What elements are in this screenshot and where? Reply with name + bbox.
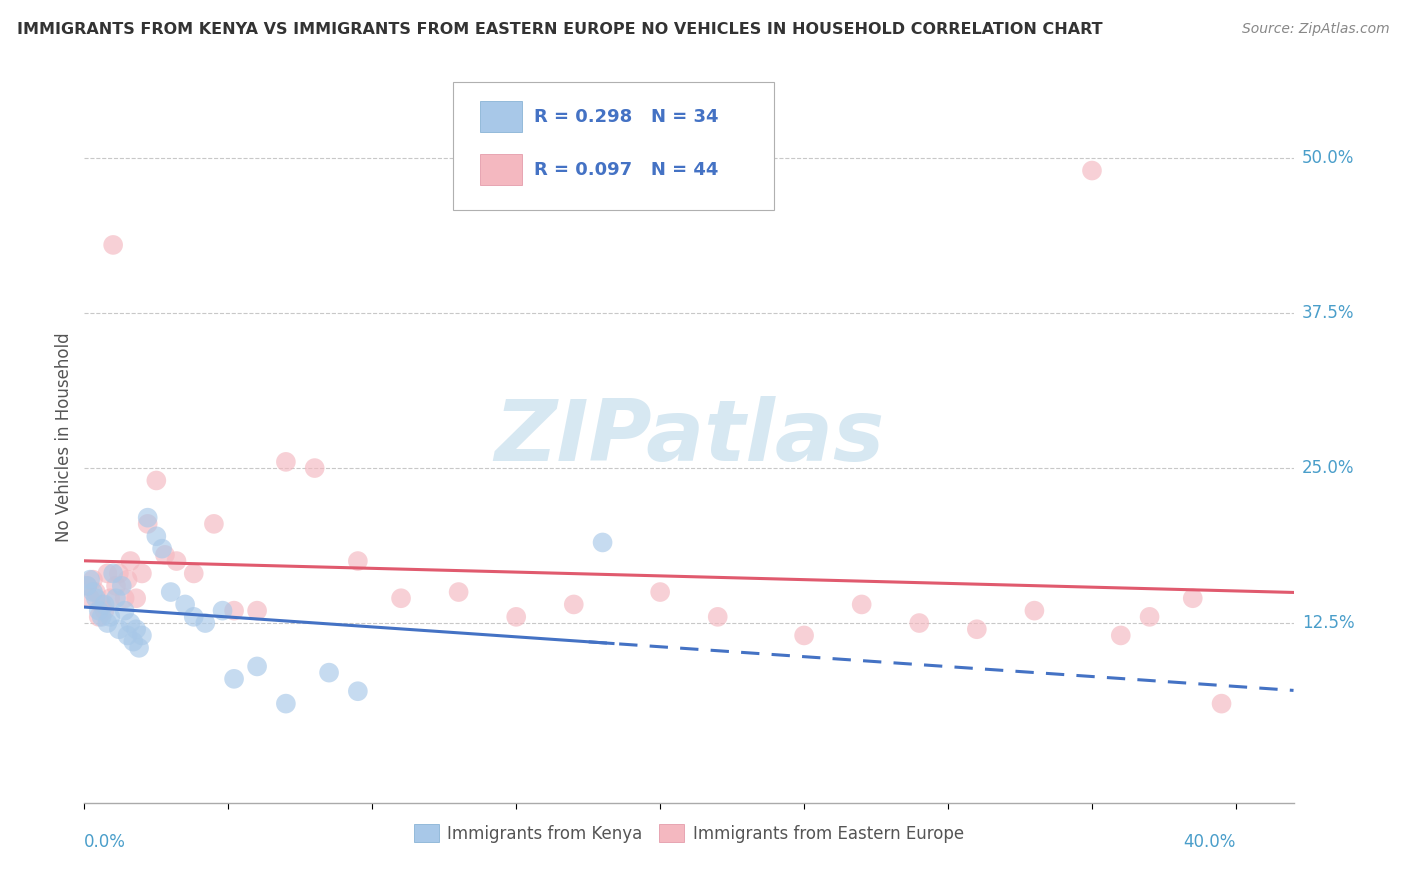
Point [153, 548, 176, 562]
Point [347, 684, 370, 698]
Point [96, 566, 118, 581]
Point [202, 516, 225, 531]
Point [90, 598, 112, 612]
Point [87, 610, 110, 624]
Point [347, 554, 370, 568]
Point [114, 591, 136, 606]
Point [1109, 628, 1132, 642]
Point [128, 640, 150, 655]
Point [1211, 697, 1233, 711]
Text: 0.0%: 0.0% [84, 833, 127, 851]
Point [105, 591, 128, 606]
Text: R = 0.298   N = 34: R = 0.298 N = 34 [534, 109, 718, 127]
Point [136, 516, 159, 531]
Point [174, 598, 197, 612]
Point [82, 573, 104, 587]
Point [93, 598, 115, 612]
Bar [479, 102, 522, 132]
Point [851, 598, 873, 612]
Point [318, 665, 340, 680]
Point [87, 604, 110, 618]
Point [125, 622, 148, 636]
Point [246, 659, 269, 673]
Point [79, 591, 101, 606]
Point [79, 573, 101, 587]
Text: 12.5%: 12.5% [1302, 614, 1354, 632]
Point [1081, 163, 1104, 178]
Point [166, 554, 188, 568]
Point [304, 461, 326, 475]
Point [793, 628, 815, 642]
Point [222, 672, 245, 686]
Point [76, 579, 98, 593]
Point [108, 622, 131, 636]
Legend: Immigrants from Kenya, Immigrants from Eastern Europe: Immigrants from Kenya, Immigrants from E… [408, 818, 970, 849]
Point [117, 628, 139, 642]
Point [183, 566, 205, 581]
Text: R = 0.097   N = 44: R = 0.097 N = 44 [534, 161, 718, 179]
Y-axis label: No Vehicles in Household: No Vehicles in Household [55, 332, 73, 542]
Point [84, 585, 107, 599]
Point [706, 610, 728, 624]
Point [105, 579, 128, 593]
Point [592, 535, 614, 549]
Point [194, 615, 217, 630]
Point [908, 615, 931, 630]
Point [650, 585, 672, 599]
Point [274, 455, 297, 469]
Text: IMMIGRANTS FROM KENYA VS IMMIGRANTS FROM EASTERN EUROPE NO VEHICLES IN HOUSEHOLD: IMMIGRANTS FROM KENYA VS IMMIGRANTS FROM… [17, 22, 1102, 37]
Point [111, 579, 134, 593]
Text: ZIPatlas: ZIPatlas [494, 395, 884, 479]
Text: 50.0%: 50.0% [1302, 149, 1354, 167]
Point [211, 604, 233, 618]
Bar [479, 154, 522, 185]
Point [120, 615, 142, 630]
Point [101, 566, 124, 581]
Point [150, 541, 173, 556]
Point [159, 585, 181, 599]
Point [505, 610, 527, 624]
Point [246, 604, 269, 618]
Point [93, 604, 115, 618]
Point [389, 591, 412, 606]
Point [183, 610, 205, 624]
Point [131, 628, 153, 642]
Point [274, 697, 297, 711]
Point [136, 510, 159, 524]
Point [117, 573, 139, 587]
Text: 40.0%: 40.0% [1184, 833, 1236, 851]
Text: Source: ZipAtlas.com: Source: ZipAtlas.com [1241, 22, 1389, 37]
Point [131, 566, 153, 581]
Point [125, 591, 148, 606]
Point [108, 566, 131, 581]
FancyBboxPatch shape [453, 82, 773, 211]
Point [1181, 591, 1204, 606]
Point [114, 604, 136, 618]
Point [120, 554, 142, 568]
Point [562, 598, 585, 612]
Point [84, 591, 107, 606]
Point [98, 591, 121, 606]
Point [122, 634, 145, 648]
Point [90, 610, 112, 624]
Point [76, 579, 98, 593]
Point [966, 622, 988, 636]
Point [447, 585, 470, 599]
Point [101, 238, 124, 252]
Point [98, 610, 121, 624]
Point [222, 604, 245, 618]
Point [82, 585, 104, 599]
Point [145, 529, 167, 543]
Point [96, 615, 118, 630]
Point [145, 474, 167, 488]
Text: 37.5%: 37.5% [1302, 304, 1354, 322]
Text: 25.0%: 25.0% [1302, 459, 1354, 477]
Point [1139, 610, 1161, 624]
Point [1024, 604, 1046, 618]
